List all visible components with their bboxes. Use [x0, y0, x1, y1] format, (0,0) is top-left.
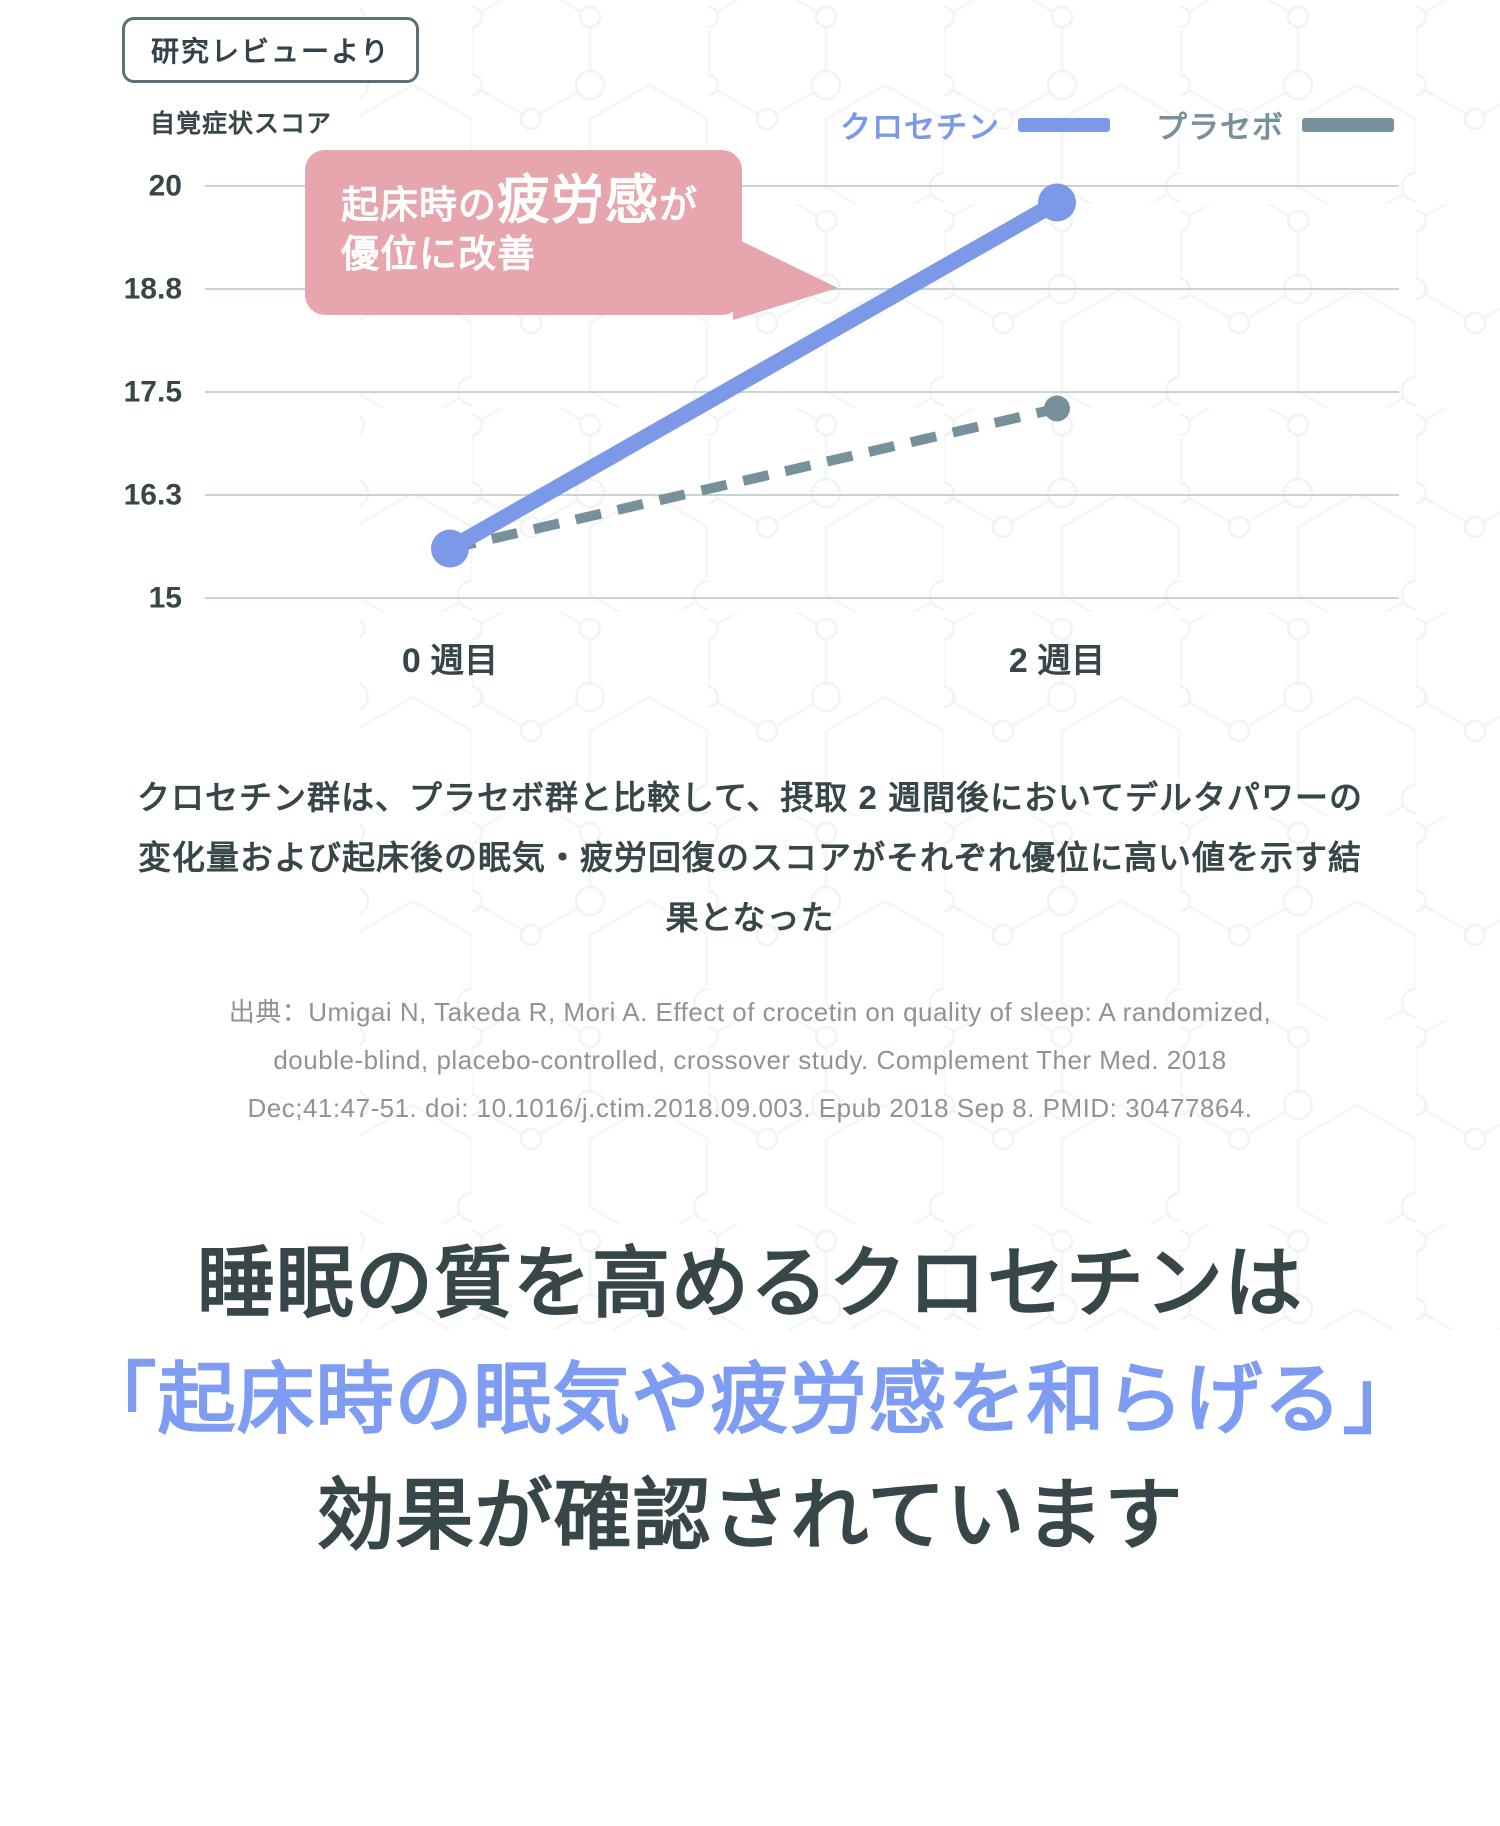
annotation-bubble: 起床時の疲労感が 優位に改善 — [305, 150, 742, 315]
result-description: クロセチン群は、プラセボ群と比較して、摂取 2 週間後においてデルタパワーの 変… — [0, 768, 1500, 948]
y-tick-label: 15 — [149, 582, 182, 615]
legend-swatch-crocetin-icon — [1018, 117, 1110, 132]
annotation-line-2: 優位に改善 — [341, 233, 537, 276]
conclusion-heading-line-3: 効果が確認されています — [316, 1471, 1184, 1559]
legend-label-crocetin: クロセチン — [840, 110, 1000, 145]
y-axis-title: 自覚症状スコア — [150, 110, 333, 138]
result-description-line: 変化量および起床後の眠気・疲労回復のスコアがそれぞれ優位に高い値を示す結 — [138, 839, 1362, 876]
y-tick-label: 18.8 — [124, 273, 182, 306]
x-tick-label: 2 週目 — [1009, 642, 1105, 680]
data-point-クロセチン — [1038, 183, 1076, 222]
source-citation-line: Dec;41:47-51. doi: 10.1016/j.ctim.2018.0… — [247, 1093, 1253, 1123]
annotation-text-emphasis: 疲労感 — [497, 171, 660, 230]
conclusion-heading-line-1: 睡眠の質を高めるクロセチンは — [196, 1239, 1303, 1327]
y-tick-label: 17.5 — [124, 376, 182, 409]
source-citation-line: double-blind, placebo-controlled, crosso… — [273, 1045, 1227, 1075]
x-tick-label: 0 週目 — [402, 642, 498, 680]
y-tick-label: 16.3 — [124, 479, 182, 512]
annotation-text: が — [659, 185, 699, 227]
source-citation-line: 出典：Umigai N, Takeda R, Mori A. Effect of… — [228, 997, 1272, 1027]
chart-legend: クロセチン プラセボ — [840, 102, 1394, 147]
series-line-プラセボ — [448, 403, 1059, 554]
source-citation: 出典：Umigai N, Takeda R, Mori A. Effect of… — [0, 988, 1500, 1132]
legend-swatch-placebo-icon — [1302, 117, 1394, 132]
conclusion-heading-line-2: 「起床時の眠気や疲労感を和らげる」 — [78, 1355, 1422, 1443]
annotation-line-1: 起床時の疲労感が — [341, 170, 742, 233]
annotation-bubble-tail — [733, 237, 838, 320]
y-tick-label: 20 — [149, 170, 182, 203]
result-description-line: クロセチン群は、プラセボ群と比較して、摂取 2 週間後においてデルタパワーの — [136, 779, 1364, 816]
data-point-プラセボ — [1044, 395, 1070, 422]
research-review-badge: 研究レビューより — [122, 17, 420, 83]
result-description-line: 果となった — [665, 899, 835, 936]
conclusion-heading: 睡眠の質を高めるクロセチンは 「起床時の眠気や疲労感を和らげる」 効果が確認され… — [0, 1225, 1500, 1573]
legend-label-placebo: プラセボ — [1156, 110, 1284, 145]
data-point-クロセチン — [431, 529, 469, 568]
annotation-text: 起床時の — [341, 185, 498, 227]
